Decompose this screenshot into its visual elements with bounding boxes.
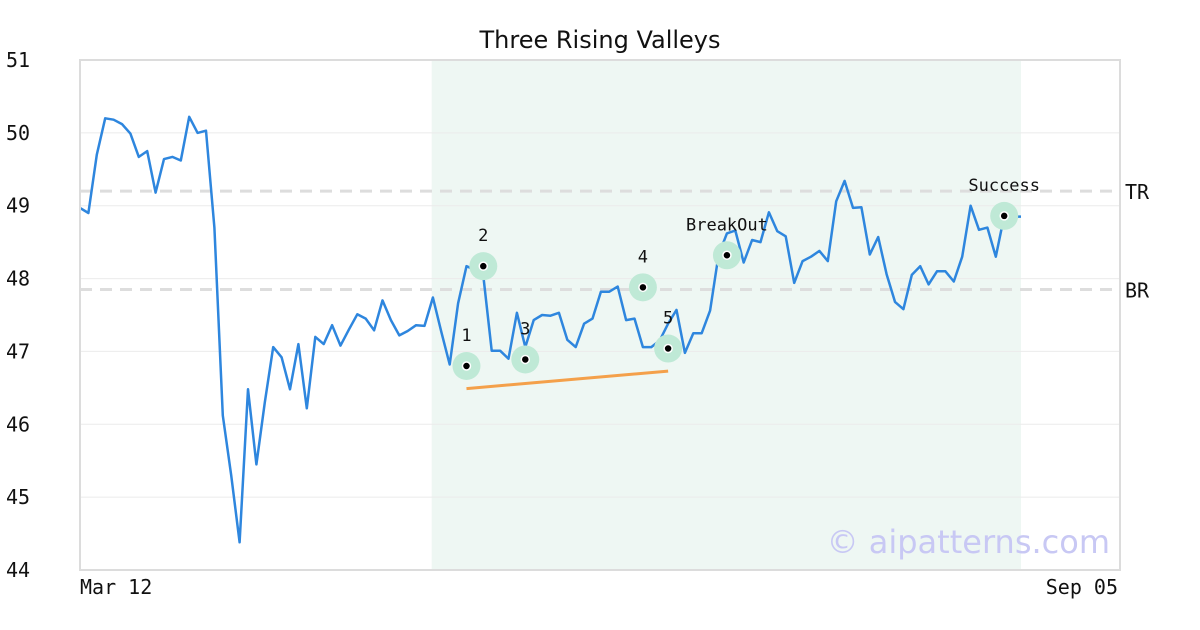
y-tick-label: 44 bbox=[6, 558, 30, 582]
trendline bbox=[466, 369, 669, 391]
watermark: © aipatterns.com bbox=[827, 523, 1110, 561]
valley-trendline bbox=[466, 369, 669, 391]
marker-label-2: 2 bbox=[478, 226, 488, 246]
marker-dot-1 bbox=[461, 361, 472, 371]
pattern-markers: 1 2 3 4 5 BreakOut Success bbox=[452, 176, 1040, 380]
marker-label-3: 3 bbox=[520, 319, 530, 339]
marker-label-1: 1 bbox=[461, 326, 471, 346]
marker-label-breakout: BreakOut bbox=[686, 215, 768, 235]
grid-lines bbox=[80, 132, 1120, 498]
x-tick-start: Mar 12 bbox=[80, 575, 152, 599]
price-series bbox=[79, 115, 1021, 544]
level-label-tr: TR bbox=[1125, 180, 1150, 204]
y-tick-label: 46 bbox=[6, 412, 30, 436]
marker-dot-4 bbox=[638, 282, 648, 293]
y-tick-label: 47 bbox=[6, 339, 30, 363]
y-tick-label: 50 bbox=[6, 121, 30, 145]
y-tick-label: 51 bbox=[6, 48, 30, 72]
marker-label-5: 5 bbox=[663, 309, 673, 329]
y-tick-label: 49 bbox=[6, 194, 30, 218]
pattern-shaded-region bbox=[431, 60, 1021, 570]
level-label-br: BR bbox=[1125, 279, 1150, 303]
x-tick-end: Sep 05 bbox=[1046, 575, 1118, 599]
plot-frame bbox=[79, 59, 1121, 571]
chart-title: Three Rising Valleys bbox=[478, 26, 720, 54]
price-line bbox=[79, 115, 1021, 544]
marker-dot-success bbox=[999, 211, 1009, 221]
marker-label-success: Success bbox=[968, 176, 1040, 196]
y-axis-ticks: 44 45 46 47 48 49 50 51 bbox=[6, 48, 30, 582]
y-tick-label: 45 bbox=[6, 485, 30, 509]
marker-dot-3 bbox=[520, 354, 531, 365]
marker-dot-5 bbox=[663, 343, 673, 354]
marker-dot-2 bbox=[478, 261, 489, 271]
y-tick-label: 48 bbox=[6, 267, 30, 291]
level-lines: TR BR bbox=[80, 180, 1150, 303]
marker-dot-breakout bbox=[722, 250, 732, 261]
marker-label-4: 4 bbox=[638, 247, 648, 267]
shaded-region bbox=[431, 60, 1021, 570]
